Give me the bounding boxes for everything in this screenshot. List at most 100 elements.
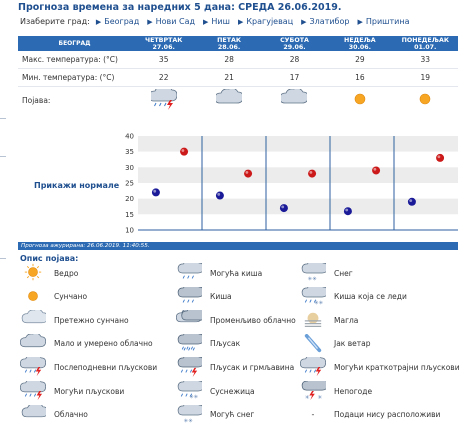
legend-item: Претежно сунчано (18, 309, 129, 331)
clear-icon (18, 262, 48, 284)
legend-item: Променљиво облачно (174, 309, 296, 331)
variable-cloudy-icon (174, 309, 204, 331)
forecast-header-row: БЕОГРАД ЧЕТВРТАК 27.06. ПЕТАК 28.06. СУБОТ… (18, 36, 458, 51)
sunny-icon (347, 89, 373, 111)
legend-item: ✳✳ Киша која се леди (298, 286, 407, 308)
city-selector: Изаберите град: ▶ Београд ▶ Нови Сад ▶ Ниш … (20, 17, 417, 26)
city-link-novi-sad[interactable]: ▶ Нови Сад (147, 17, 196, 26)
legend-item: Пљусак (174, 333, 240, 355)
cloudy-icon (18, 404, 48, 426)
legend-item: ✳ ✳ Непогоде (298, 380, 372, 402)
max-temp-point (436, 153, 445, 162)
legend-item-label: Мало и умерено облачно (54, 339, 153, 349)
legend-item-label: Киша која се леди (334, 292, 407, 302)
phenomenon-label: Појава: (22, 95, 51, 105)
max-temp-value: 28 (196, 51, 262, 69)
min-temp-point (343, 207, 352, 216)
svg-text:✳✳: ✳✳ (308, 276, 318, 282)
temperature-chart: 40 35 30 25 20 15 10 (125, 133, 458, 235)
legend-item-label: Киша (210, 292, 232, 302)
legend-item-label: Могући краткотрајни пљускови (334, 362, 460, 372)
city-link-zlatibor[interactable]: ▶ Златибор (301, 17, 350, 26)
chart-band (138, 136, 458, 152)
max-temp-point (372, 166, 381, 175)
page-title: Прогноза времена за наредних 5 дана: СРЕ… (18, 2, 342, 13)
min-temp-point (407, 197, 416, 206)
city-link-beograd[interactable]: ▶ Београд (95, 17, 140, 26)
arrow-right-icon: ▶ (237, 18, 244, 26)
legend-item-label: Магла (334, 315, 359, 325)
max-temp-value: 33 (392, 51, 458, 69)
y-tick-label: 10 (125, 227, 134, 235)
legend-title: Опис појава: (20, 254, 79, 263)
sunny-icon (412, 89, 438, 111)
point-highlight (437, 155, 441, 159)
shower-icon (174, 333, 204, 355)
svg-text:✳✳: ✳✳ (189, 394, 199, 400)
sleet-icon: ✳✳ (174, 380, 204, 402)
city-link-pristina[interactable]: ▶ Приштина (357, 17, 410, 26)
min-temp-value: 16 (327, 68, 393, 87)
sunny-icon (18, 286, 48, 308)
forecast-table: БЕОГРАД ЧЕТВРТАК 27.06. ПЕТАК 28.06. СУБОТ… (18, 36, 458, 113)
show-normals-link[interactable]: Прикажи нормале (34, 181, 120, 190)
afternoon-showers-icon (18, 356, 48, 378)
snow-icon: ✳✳ (298, 262, 328, 284)
legend-item-label: Подаци нису расположиви (334, 410, 441, 420)
storm-icon: ✳ ✳ (298, 380, 328, 402)
arrow-right-icon: ▶ (95, 18, 102, 26)
legend-item-label: Могућ снег (210, 410, 255, 420)
possible-short-showers-icon (298, 356, 328, 378)
legend-item: Магла (298, 309, 358, 331)
svg-text:✳✳: ✳✳ (314, 300, 324, 306)
y-tick-label: 20 (125, 195, 134, 203)
min-temp-value: 19 (392, 68, 458, 87)
max-temp-point (308, 169, 317, 178)
legend-item: Киша (174, 286, 232, 308)
min-temp-value: 21 (196, 68, 262, 87)
legend-item-label: Пљусак и грмљавина (210, 362, 295, 372)
arrow-right-icon: ▶ (301, 18, 307, 26)
thunder-shower-icon (174, 356, 204, 378)
point-highlight (409, 199, 413, 202)
legend-item-label: Могућа киша (210, 268, 263, 278)
day-header: ПЕТАК 28.06. (196, 36, 262, 51)
min-temp-point (151, 188, 160, 197)
possible-showers-icon (18, 380, 48, 402)
max-temp-value: 29 (327, 51, 393, 69)
phenomenon-row: Појава: (18, 85, 458, 114)
possible-rain-icon (174, 262, 204, 284)
no-data-dash: - (311, 410, 315, 420)
point-highlight (245, 171, 249, 174)
arrow-right-icon: ▶ (203, 18, 209, 26)
legend-item-label: Снег (334, 268, 353, 278)
freezing-rain-icon: ✳✳ (298, 286, 328, 308)
max-temp-point (244, 169, 253, 178)
left-edge-line (0, 258, 6, 259)
point-highlight (309, 171, 313, 174)
city-link-nis[interactable]: ▶ Ниш (203, 17, 230, 26)
fog-icon (298, 309, 328, 331)
arrow-right-icon: ▶ (147, 18, 153, 26)
chart-band (138, 183, 458, 199)
legend-item-label: Претежно сунчано (54, 315, 129, 325)
legend-item-label: Променљиво облачно (210, 315, 296, 325)
city-select-label: Изаберите град: (20, 17, 90, 26)
legend-item: ✳✳ Могућ снег (174, 404, 254, 426)
svg-text:✳: ✳ (305, 395, 310, 401)
svg-text:✳: ✳ (318, 395, 323, 401)
legend-item: ✳✳ Снег (298, 262, 353, 284)
legend-item: Ведро (18, 262, 78, 284)
strong-wind-icon (298, 333, 328, 355)
legend-item-label: Ведро (54, 268, 79, 278)
point-highlight (153, 189, 157, 193)
legend-item-label: Сунчано (54, 292, 88, 302)
city-link-kragujevac[interactable]: ▶ Крагујевац (237, 17, 294, 26)
max-temp-value: 28 (261, 51, 328, 69)
y-tick-label: 30 (125, 164, 134, 172)
day-header: ЧЕТВРТАК 27.06. (131, 36, 197, 51)
partly-cloudy-icon (280, 87, 309, 111)
legend-item-label: Облачно (54, 410, 88, 420)
possible-snow-icon: ✳✳ (174, 404, 204, 426)
point-highlight (345, 208, 349, 212)
